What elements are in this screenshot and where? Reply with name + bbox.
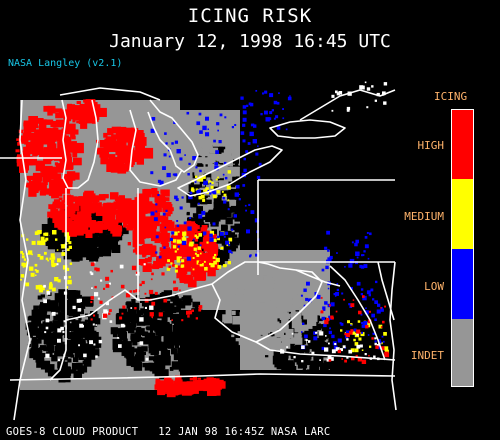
state-boundaries	[0, 87, 397, 421]
md-va-potomac	[295, 269, 341, 287]
legend-title: ICING	[434, 90, 468, 103]
in-ky-river	[65, 289, 150, 321]
icing-field	[15, 81, 390, 398]
va-nc-line	[255, 341, 396, 361]
chesapeake-shore	[329, 265, 386, 361]
lake-michigan-shore	[61, 99, 99, 189]
map-subtitle: January 12, 1998 16:45 UTC	[109, 31, 391, 52]
legend-label-medium: MEDIUM	[404, 210, 444, 223]
legend-swatch-low	[452, 249, 474, 319]
legend-label-low: LOW	[424, 280, 444, 293]
legend-swatch-indet	[452, 319, 474, 386]
mississippi-river	[13, 99, 31, 421]
michigan-thumb	[129, 109, 183, 187]
lake-ontario-shore	[269, 119, 346, 139]
lake-huron-shore	[147, 99, 199, 173]
lake-superior-edge	[59, 87, 161, 101]
legend-swatch-medium	[452, 179, 474, 249]
producer-credit: NASA Langley (v2.1)	[8, 58, 123, 69]
legend-label-indet: INDET	[410, 349, 444, 362]
map-title: ICING RISK	[187, 5, 313, 27]
legend-swatch-high	[452, 110, 474, 179]
wv-outline	[211, 261, 323, 343]
product-footer: GOES-8 CLOUD PRODUCT 12 JAN 98 16:45Z NA…	[6, 426, 331, 438]
canada-shore	[299, 89, 396, 121]
il-in-line	[49, 188, 67, 381]
atlantic-coast	[389, 261, 397, 411]
legend-label-high: HIGH	[417, 139, 445, 152]
ky-tn-line	[9, 373, 396, 381]
lake-erie-shore	[177, 145, 283, 197]
